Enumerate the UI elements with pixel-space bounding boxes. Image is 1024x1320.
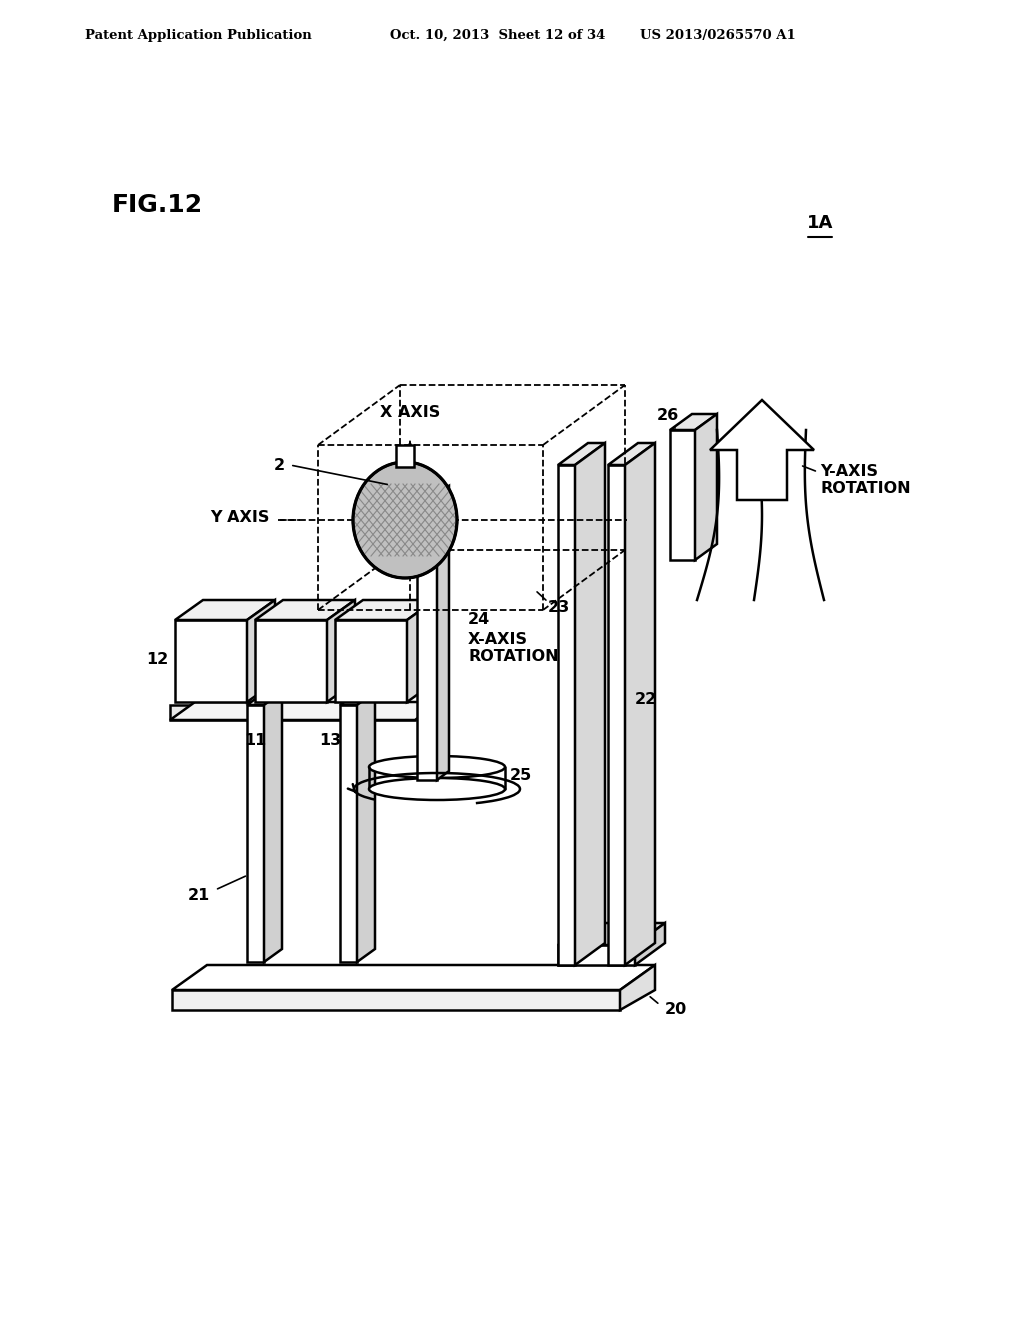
Text: 26: 26 — [656, 408, 679, 422]
Text: Patent Application Publication: Patent Application Publication — [85, 29, 311, 41]
Polygon shape — [407, 601, 435, 702]
Text: Oct. 10, 2013  Sheet 12 of 34: Oct. 10, 2013 Sheet 12 of 34 — [390, 29, 605, 41]
Polygon shape — [255, 601, 355, 620]
Polygon shape — [335, 620, 407, 702]
Polygon shape — [695, 414, 717, 560]
Polygon shape — [264, 692, 282, 962]
Polygon shape — [608, 465, 625, 965]
Polygon shape — [417, 495, 437, 780]
Polygon shape — [558, 945, 635, 965]
Text: 1A: 1A — [807, 214, 834, 232]
Text: 2: 2 — [273, 458, 285, 473]
Polygon shape — [558, 923, 665, 945]
Text: X-AXIS
ROTATION: X-AXIS ROTATION — [468, 632, 559, 664]
Text: 13: 13 — [318, 733, 341, 748]
Text: 25: 25 — [510, 768, 532, 784]
Polygon shape — [558, 465, 575, 965]
Polygon shape — [625, 444, 655, 965]
Polygon shape — [335, 601, 435, 620]
Text: US 2013/0265570 A1: US 2013/0265570 A1 — [640, 29, 796, 41]
Polygon shape — [340, 705, 357, 962]
Text: 22: 22 — [635, 693, 657, 708]
Polygon shape — [357, 692, 375, 962]
Text: 21: 21 — [187, 887, 210, 903]
Polygon shape — [608, 444, 655, 465]
Text: 11: 11 — [244, 733, 266, 748]
Text: 24: 24 — [468, 612, 490, 627]
Polygon shape — [710, 400, 814, 500]
Polygon shape — [670, 430, 695, 560]
Text: X AXIS: X AXIS — [380, 405, 440, 420]
Polygon shape — [255, 620, 327, 702]
Text: Y-AXIS
ROTATION: Y-AXIS ROTATION — [820, 463, 910, 496]
Text: 12: 12 — [145, 652, 168, 668]
Polygon shape — [575, 444, 605, 965]
Text: 20: 20 — [665, 1002, 687, 1018]
Polygon shape — [670, 414, 717, 430]
Polygon shape — [175, 620, 247, 702]
Polygon shape — [340, 692, 375, 705]
Polygon shape — [172, 965, 655, 990]
Polygon shape — [170, 705, 415, 719]
Polygon shape — [247, 601, 275, 702]
Polygon shape — [247, 705, 264, 962]
Polygon shape — [417, 486, 449, 495]
Polygon shape — [175, 601, 275, 620]
Ellipse shape — [369, 777, 505, 800]
Text: Y AXIS: Y AXIS — [211, 511, 270, 525]
Ellipse shape — [369, 756, 505, 777]
Polygon shape — [437, 486, 449, 780]
Polygon shape — [172, 990, 620, 1010]
Polygon shape — [558, 444, 605, 465]
Text: FIG.12: FIG.12 — [112, 193, 203, 216]
Polygon shape — [247, 692, 282, 705]
Polygon shape — [396, 445, 414, 467]
Polygon shape — [620, 965, 655, 1010]
Ellipse shape — [353, 462, 457, 578]
Text: 23: 23 — [548, 601, 570, 615]
Polygon shape — [635, 923, 665, 965]
Polygon shape — [327, 601, 355, 702]
Polygon shape — [170, 702, 440, 719]
